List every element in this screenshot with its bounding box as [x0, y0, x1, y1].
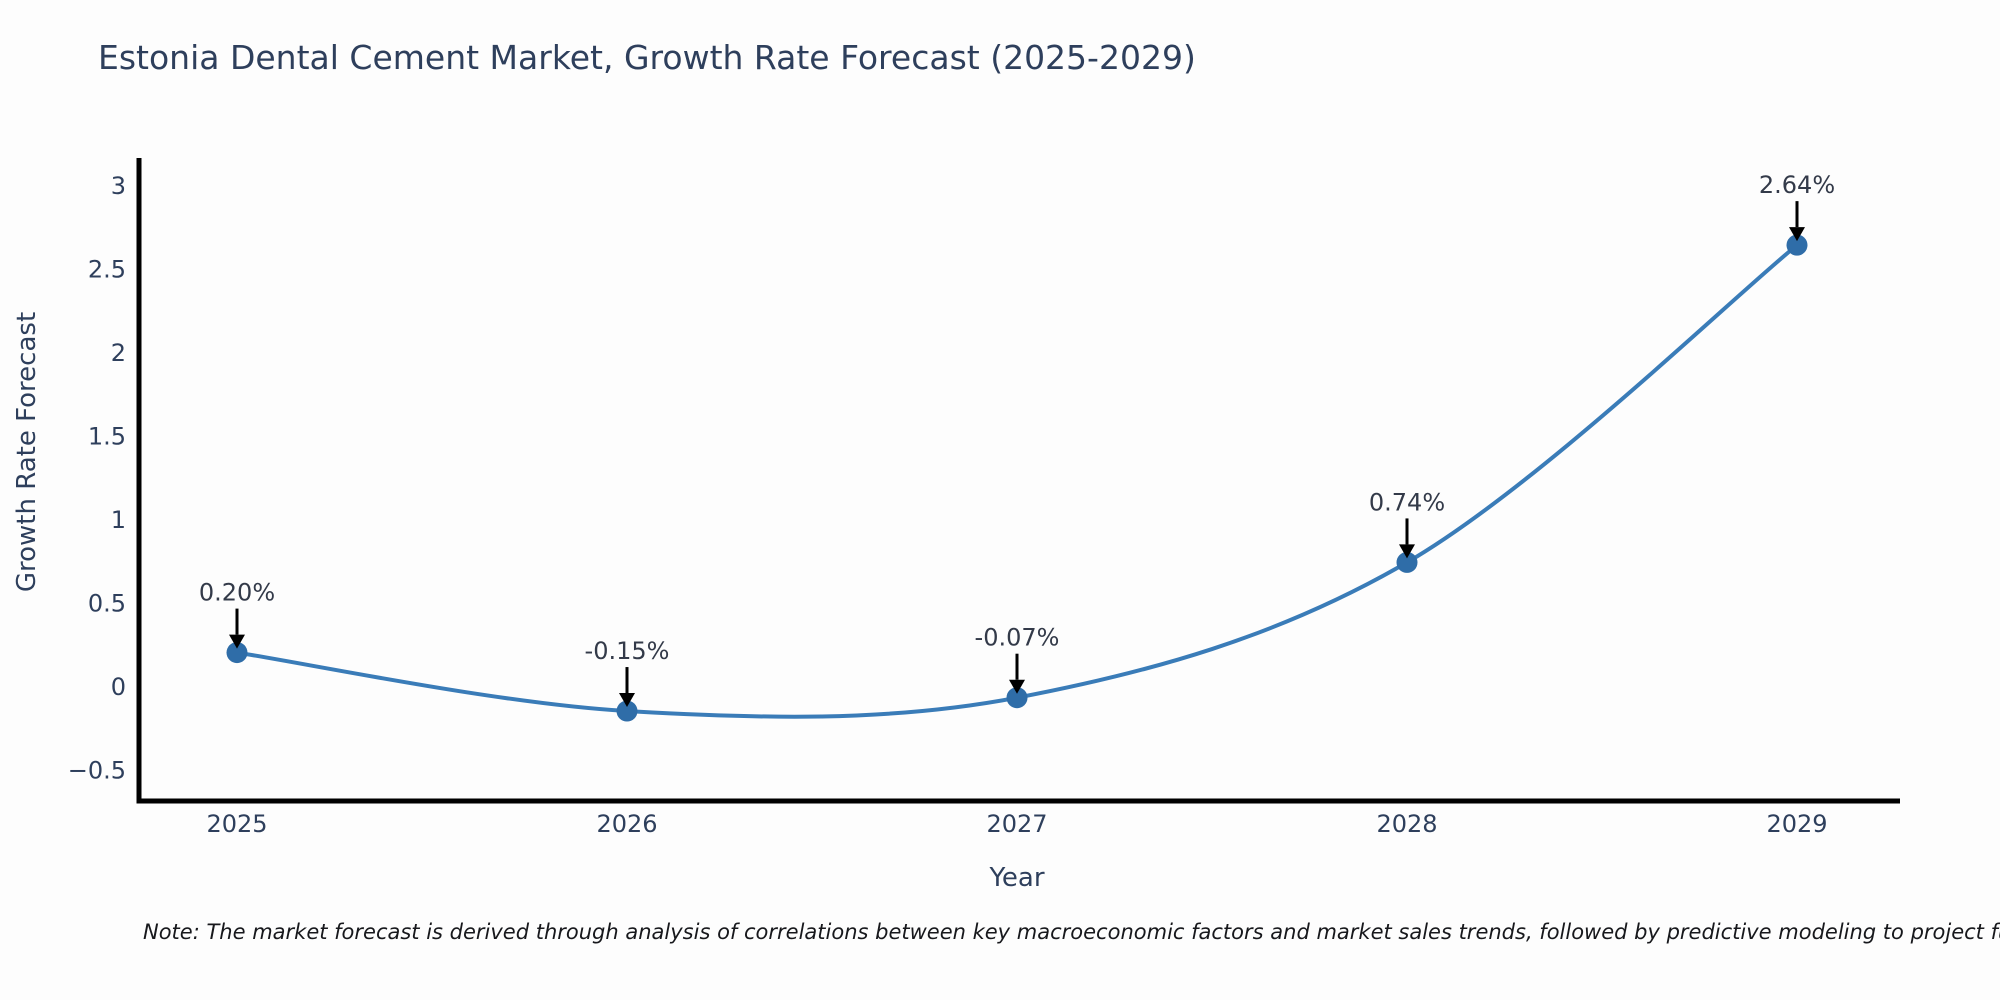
- data-point-label: -0.07%: [975, 624, 1060, 652]
- y-tick-label: −0.5: [68, 757, 126, 785]
- annotation-arrowhead-icon: [229, 634, 245, 649]
- y-tick-label: 2: [111, 339, 126, 367]
- footnote: Note: The market forecast is derived thr…: [143, 920, 2000, 944]
- annotation-arrowhead-icon: [1009, 679, 1025, 694]
- chart-title: Estonia Dental Cement Market, Growth Rat…: [98, 38, 1196, 77]
- data-point-label: 0.74%: [1369, 488, 1445, 516]
- data-point-label: 2.64%: [1759, 171, 1835, 199]
- x-tick-label: 2029: [1766, 810, 1827, 838]
- data-point-label: -0.15%: [585, 637, 670, 665]
- y-tick-label: 1.5: [88, 423, 126, 451]
- y-tick-label: 1: [111, 506, 126, 534]
- data-point-label: 0.20%: [199, 579, 275, 607]
- x-tick-label: 2026: [596, 810, 657, 838]
- y-tick-label: 0.5: [88, 590, 126, 618]
- forecast-line: [235, 243, 1799, 719]
- data-point-marker: [1786, 234, 1808, 256]
- x-tick-label: 2025: [206, 810, 267, 838]
- x-tick-label: 2028: [1376, 810, 1437, 838]
- y-tick-label: 0: [111, 673, 126, 701]
- data-point-marker: [1396, 551, 1418, 573]
- x-tick-label: 2027: [986, 810, 1047, 838]
- x-axis-title: Year: [989, 863, 1045, 893]
- data-point-marker: [226, 642, 248, 664]
- data-point-marker: [1006, 687, 1028, 709]
- data-point-marker: [616, 700, 638, 722]
- y-tick-label: 3: [111, 172, 126, 200]
- annotation-arrowhead-icon: [1789, 227, 1805, 242]
- annotation-arrowhead-icon: [619, 693, 635, 708]
- annotation-arrowhead-icon: [1399, 544, 1415, 559]
- y-tick-label: 2.5: [88, 256, 126, 284]
